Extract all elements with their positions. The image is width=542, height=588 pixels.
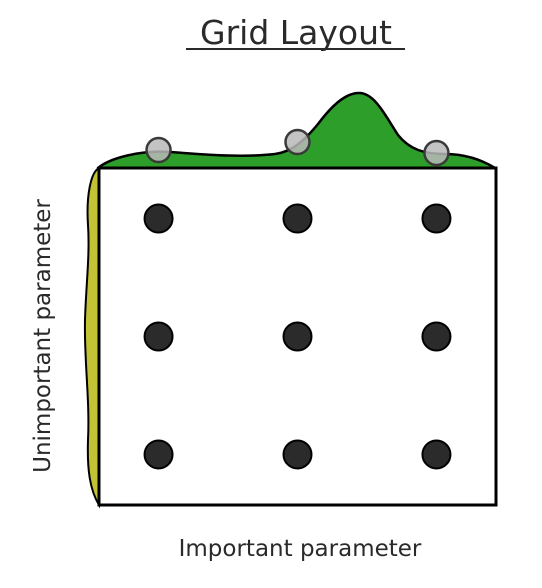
x-axis-label: Important parameter <box>179 536 422 562</box>
y-density-curve <box>83 166 100 509</box>
grid-point-r3-c2 <box>282 439 313 470</box>
y-axis-label: Unimportant parameter <box>30 199 56 473</box>
grid-point-r3-c1 <box>143 439 174 470</box>
projection-marker-2 <box>284 128 311 156</box>
grid-point-r1-c1 <box>143 203 174 234</box>
projection-marker-1 <box>145 136 172 164</box>
grid-point-r3-c3 <box>421 439 452 470</box>
grid-point-r2-c2 <box>282 321 313 352</box>
grid-points <box>143 203 452 470</box>
grid-point-r2-c1 <box>143 321 174 352</box>
grid-point-r1-c3 <box>421 203 452 234</box>
grid-point-r2-c3 <box>421 321 452 352</box>
projection-marker-3 <box>423 139 450 167</box>
projection-markers <box>145 128 450 167</box>
grid-point-r1-c2 <box>282 203 313 234</box>
diagram-title: Grid Layout <box>200 13 392 52</box>
